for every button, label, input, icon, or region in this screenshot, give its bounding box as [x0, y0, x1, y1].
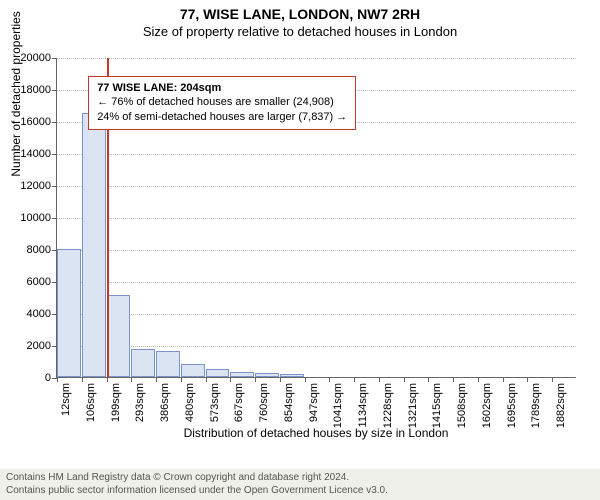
x-tick-label: 1321sqm [407, 383, 419, 428]
x-tick-mark [478, 377, 479, 382]
page-title: 77, WISE LANE, LONDON, NW7 2RH [0, 6, 600, 22]
x-tick-mark [305, 377, 306, 382]
y-tick-mark [52, 218, 57, 219]
x-tick-label: 1041sqm [332, 383, 344, 428]
x-tick-label: 1134sqm [357, 383, 369, 427]
annotation-box: 77 WISE LANE: 204sqm ← 76% of detached h… [88, 76, 356, 131]
x-tick-label: 1882sqm [555, 383, 567, 428]
x-tick-mark [82, 377, 83, 382]
annotation-line-larger: 24% of semi-detached houses are larger (… [97, 110, 347, 125]
x-tick-label: 386sqm [159, 383, 171, 422]
x-tick-label: 1789sqm [530, 383, 542, 428]
grid-line [57, 346, 576, 347]
annotation-line-smaller: ← 76% of detached houses are smaller (24… [97, 95, 347, 110]
y-tick-mark [52, 154, 57, 155]
page-subtitle: Size of property relative to detached ho… [0, 24, 600, 39]
histogram-bar [107, 295, 131, 377]
x-tick-mark [255, 377, 256, 382]
x-tick-label: 1508sqm [456, 383, 468, 428]
x-tick-label: 12sqm [60, 383, 72, 416]
grid-line [57, 186, 576, 187]
y-tick-label: 6000 [27, 276, 51, 288]
histogram-bar [230, 372, 254, 377]
y-tick-label: 0 [45, 372, 51, 384]
grid-line [57, 250, 576, 251]
x-tick-mark [329, 377, 330, 382]
y-tick-label: 18000 [20, 84, 51, 96]
histogram-bar [280, 374, 304, 377]
x-tick-label: 760sqm [258, 383, 270, 422]
x-tick-label: 1695sqm [506, 383, 518, 428]
histogram-bar [131, 349, 155, 377]
x-axis-title: Distribution of detached houses by size … [56, 426, 576, 440]
histogram-bar [181, 364, 205, 377]
histogram-bar [156, 351, 180, 377]
x-tick-label: 667sqm [233, 383, 245, 422]
grid-line [57, 282, 576, 283]
y-tick-label: 2000 [27, 340, 51, 352]
x-tick-mark [404, 377, 405, 382]
x-tick-label: 106sqm [85, 383, 97, 422]
x-tick-label: 293sqm [134, 383, 146, 422]
x-tick-mark [354, 377, 355, 382]
grid-line [57, 154, 576, 155]
grid-line [57, 218, 576, 219]
grid-line [57, 58, 576, 59]
x-tick-mark [428, 377, 429, 382]
x-tick-label: 480sqm [184, 383, 196, 422]
x-tick-label: 573sqm [209, 383, 221, 422]
y-tick-label: 14000 [20, 148, 51, 160]
x-tick-mark [453, 377, 454, 382]
y-tick-mark [52, 58, 57, 59]
x-tick-mark [379, 377, 380, 382]
x-tick-label: 199sqm [110, 383, 122, 422]
x-tick-mark [503, 377, 504, 382]
x-tick-mark [230, 377, 231, 382]
x-tick-mark [527, 377, 528, 382]
x-tick-mark [181, 377, 182, 382]
histogram-bar [255, 373, 279, 377]
footer-line-2: Contains public sector information licen… [6, 485, 594, 498]
y-tick-mark [52, 122, 57, 123]
x-tick-mark [131, 377, 132, 382]
footer-line-1: Contains HM Land Registry data © Crown c… [6, 472, 594, 485]
x-tick-mark [280, 377, 281, 382]
y-tick-label: 4000 [27, 308, 51, 320]
x-tick-mark [156, 377, 157, 382]
annotation-title: 77 WISE LANE: 204sqm [97, 81, 347, 96]
histogram-bar [206, 369, 230, 377]
chart-container: Number of detached properties 0200040006… [56, 58, 576, 430]
x-tick-label: 1228sqm [382, 383, 394, 428]
histogram-bar [82, 113, 106, 377]
x-tick-mark [57, 377, 58, 382]
x-tick-label: 947sqm [308, 383, 320, 422]
y-tick-label: 10000 [20, 212, 51, 224]
x-tick-label: 1602sqm [481, 383, 493, 428]
y-tick-label: 12000 [20, 180, 51, 192]
footer-attribution: Contains HM Land Registry data © Crown c… [0, 469, 600, 500]
y-tick-label: 16000 [20, 116, 51, 128]
histogram-bar [57, 249, 81, 377]
x-tick-label: 1415sqm [431, 383, 443, 428]
y-tick-label: 8000 [27, 244, 51, 256]
y-tick-mark [52, 186, 57, 187]
x-tick-mark [552, 377, 553, 382]
y-tick-label: 20000 [20, 52, 51, 64]
grid-line [57, 314, 576, 315]
x-tick-mark [206, 377, 207, 382]
y-tick-mark [52, 90, 57, 91]
x-tick-label: 854sqm [283, 383, 295, 422]
